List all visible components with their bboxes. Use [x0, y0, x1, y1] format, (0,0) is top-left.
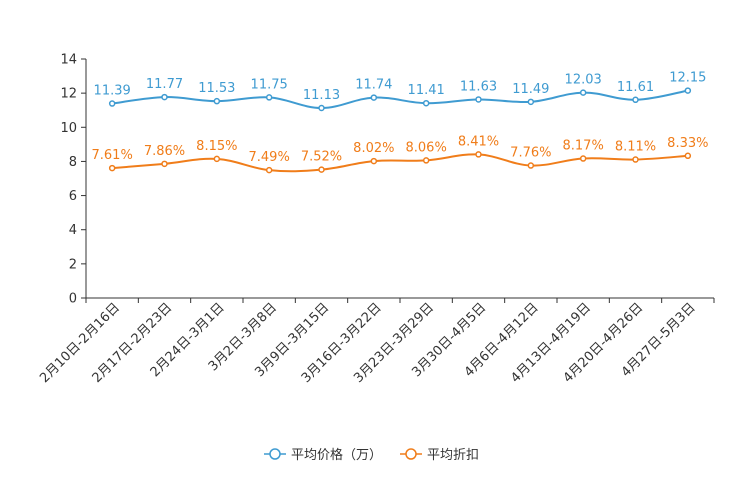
data-point[interactable]	[161, 93, 168, 101]
data-point[interactable]	[265, 166, 273, 174]
data-point[interactable]	[422, 99, 430, 107]
data-point[interactable]	[370, 157, 378, 165]
y-tick-label: 12	[60, 87, 77, 102]
data-label: 11.13	[303, 88, 340, 103]
data-point[interactable]	[684, 87, 692, 94]
data-point[interactable]	[422, 157, 430, 164]
legend-item-2[interactable]: 平均折扣	[400, 448, 479, 463]
data-point[interactable]	[684, 152, 692, 160]
legend-label: 平均折扣	[427, 448, 479, 463]
y-tick-label: 4	[69, 223, 77, 238]
series-line	[112, 153, 688, 173]
data-point[interactable]	[265, 94, 273, 101]
data-label: 7.52%	[301, 150, 342, 165]
data-label: 12.03	[565, 73, 602, 88]
data-label: 8.15%	[196, 139, 237, 154]
data-point[interactable]	[213, 155, 221, 163]
data-point[interactable]	[213, 97, 221, 105]
data-label: 11.74	[355, 78, 392, 93]
data-label: 7.49%	[249, 150, 290, 165]
y-tick-label: 14	[60, 53, 77, 68]
data-point[interactable]	[108, 100, 116, 107]
data-point[interactable]	[632, 156, 639, 163]
y-tick-label: 2	[69, 257, 77, 272]
data-label: 11.49	[512, 82, 549, 97]
data-point[interactable]	[475, 96, 482, 103]
legend[interactable]: 平均价格（万） 平均折扣	[264, 447, 479, 463]
data-label: 11.77	[146, 77, 183, 92]
data-label: 11.63	[460, 79, 497, 94]
y-axis: 0 2 4 6 8 10 12 14	[60, 53, 87, 307]
data-point[interactable]	[579, 155, 587, 162]
x-axis: 2月10日-2月16日2月17日-2月23日2月24日-3月1日3月2日-3月8…	[37, 297, 715, 386]
data-label: 11.75	[251, 77, 288, 92]
data-point[interactable]	[475, 151, 482, 158]
data-label: 8.41%	[458, 134, 499, 149]
data-label: 11.39	[94, 84, 131, 99]
data-point[interactable]	[527, 98, 535, 106]
data-label: 11.41	[408, 83, 445, 98]
data-label: 8.11%	[615, 140, 656, 155]
series-layer: 11.39 11.77 11.53 11.75 11.13 11.74 11.41 11.63…	[92, 71, 708, 174]
series-2: 7.61% 7.86% 8.15% 7.49% 7.52% 8.02% 8.06% 8.41%…	[92, 134, 708, 174]
data-point[interactable]	[527, 162, 535, 169]
legend-item-1[interactable]: 平均价格（万）	[264, 447, 382, 463]
data-label: 7.76%	[510, 146, 551, 161]
data-label: 11.53	[198, 81, 235, 96]
y-tick-label: 10	[60, 121, 77, 136]
data-point[interactable]	[579, 89, 587, 96]
legend-marker	[269, 448, 281, 460]
series-line	[112, 89, 689, 109]
data-point[interactable]	[161, 160, 168, 168]
data-label: 7.86%	[144, 144, 185, 159]
data-label: 11.61	[617, 80, 654, 95]
data-point[interactable]	[318, 166, 325, 173]
series-1: 11.39 11.77 11.53 11.75 11.13 11.74 11.41 11.63…	[94, 71, 706, 112]
data-label: 7.61%	[92, 148, 133, 163]
data-point[interactable]	[108, 164, 116, 172]
data-label: 12.15	[669, 71, 706, 86]
data-label: 8.02%	[353, 141, 394, 156]
data-label: 8.33%	[667, 136, 708, 151]
legend-label: 平均价格（万）	[291, 447, 382, 463]
data-point[interactable]	[370, 94, 378, 101]
data-label: 8.17%	[563, 139, 604, 154]
y-tick-label: 8	[69, 155, 77, 170]
data-point[interactable]	[318, 104, 325, 112]
y-tick-label: 6	[69, 189, 77, 204]
data-point[interactable]	[632, 96, 639, 104]
y-tick-label: 0	[69, 292, 77, 307]
data-label: 8.06%	[406, 140, 447, 155]
legend-marker	[405, 448, 417, 460]
